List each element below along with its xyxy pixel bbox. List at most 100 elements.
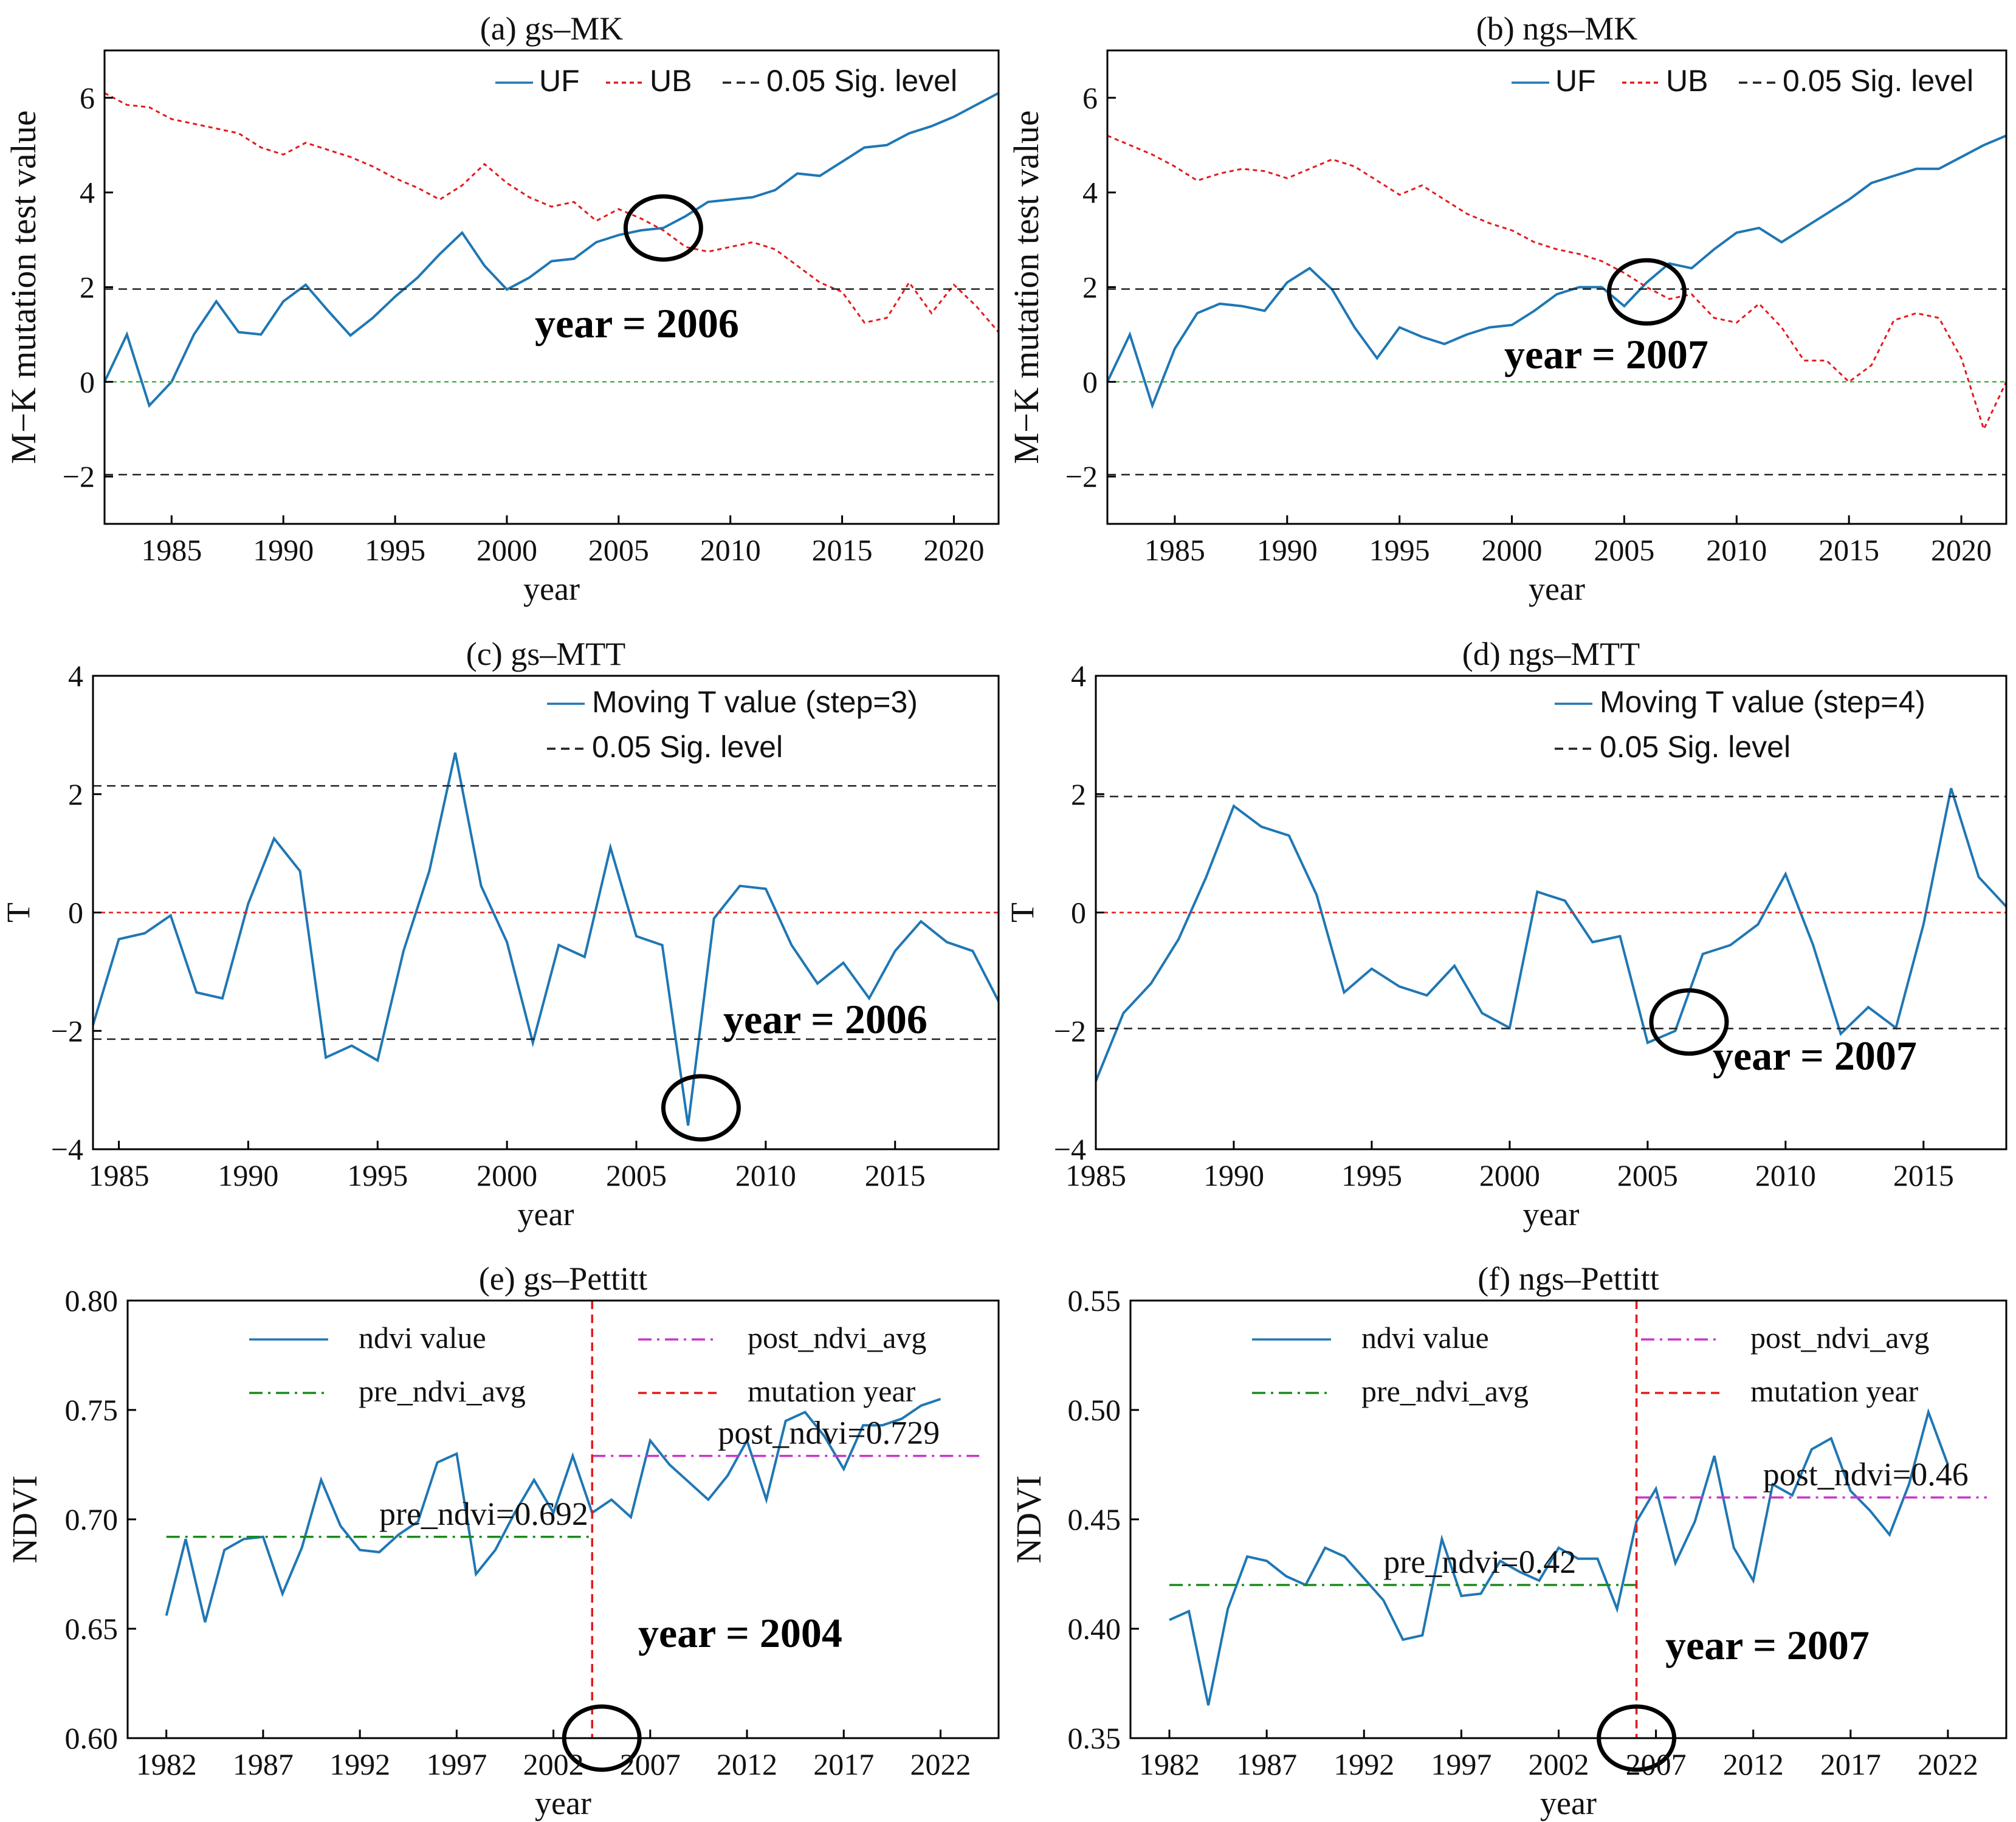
y-tick-label: 0.50	[1068, 1393, 1121, 1427]
y-tick-label: 0.55	[1068, 1284, 1121, 1318]
mutation-circle-marker	[1606, 258, 1687, 326]
y-tick-label: −2	[1054, 1014, 1086, 1048]
legend: ndvi value post_ndvi_avg pre_ndvi_avg mutat…	[249, 1321, 926, 1408]
x-tick-label: 2015	[1818, 533, 1879, 567]
x-tick-label: 1992	[1333, 1747, 1394, 1781]
x-tick-label: 2010	[735, 1158, 796, 1192]
legend: Moving T value (step=3) 0.05 Sig. level	[547, 685, 918, 764]
mutation-circle-marker	[1649, 988, 1729, 1056]
y-tick-label: 0	[68, 896, 83, 930]
x-tick-label: 2020	[1931, 533, 1992, 567]
y-tick-label: 0.65	[65, 1612, 119, 1646]
x-tick-label: 2012	[717, 1747, 777, 1781]
x-tick-label: 2000	[1482, 533, 1543, 567]
annotation: post_ndvi=0.729	[718, 1415, 940, 1451]
chart-title: (b) ngs–MK	[1476, 10, 1638, 47]
y-axis-label: T	[0, 902, 36, 923]
x-tick-label: 1997	[426, 1747, 487, 1781]
plot-area	[1169, 1301, 1987, 1738]
y-tick-label: 2	[80, 270, 95, 304]
chart-title: (e) gs–Pettitt	[479, 1260, 647, 1297]
x-tick-label: 1990	[1257, 533, 1318, 567]
x-tick-label: 2005	[588, 533, 649, 567]
legend: ndvi value post_ndvi_avg pre_ndvi_avg mutat…	[1252, 1321, 1929, 1408]
annotation: year = 2007	[1713, 1033, 1917, 1079]
legend-label: mutation year	[748, 1374, 916, 1408]
x-tick-label: 2000	[476, 1158, 537, 1192]
x-tick-label: 2022	[910, 1747, 971, 1781]
panel-f: (f) ngs–Pettitt 1982 1987 1992 1997 2002 2007 2…	[1009, 1260, 2007, 1821]
panel-e: (e) gs–Pettitt 1982 1987 1992 1997 2002 2007 20…	[5, 1260, 1000, 1821]
y-tick-label: 0	[1082, 365, 1098, 399]
x-tick-label: 2000	[1479, 1158, 1540, 1192]
y-tick-label: 0	[80, 365, 95, 399]
x-tick-label: 2012	[1723, 1747, 1784, 1781]
x-tick-label: 2002	[1528, 1747, 1589, 1781]
x-tick-label: 2010	[1706, 533, 1767, 567]
legend-label: mutation year	[1750, 1374, 1919, 1408]
legend-label: post_ndvi_avg	[748, 1321, 926, 1355]
x-tick-label: 2017	[813, 1747, 874, 1781]
plot-area	[93, 752, 999, 1126]
panel-d: (d) ngs–MTT 1985 1990 1995 2000 2005 2010 2015 y…	[1004, 636, 2007, 1232]
series-line-ndvi-value	[165, 1398, 941, 1623]
y-tick-label: 4	[1082, 176, 1098, 210]
legend: Moving T value (step=4) 0.05 Sig. level	[1555, 685, 1925, 764]
axes-frame	[1106, 49, 2007, 525]
x-axis-label: year	[1523, 1196, 1580, 1232]
x-tick-label: 2005	[1617, 1158, 1678, 1192]
chart-title: (d) ngs–MTT	[1462, 636, 1640, 672]
y-tick-label: 4	[80, 176, 95, 210]
annotation: year = 2004	[638, 1610, 842, 1656]
chart-title: (c) gs–MTT	[466, 636, 625, 672]
y-tick-label: −2	[63, 459, 95, 493]
x-tick-label: 1990	[218, 1158, 278, 1192]
series-line-uf	[105, 92, 999, 408]
legend-label: post_ndvi_avg	[1750, 1321, 1929, 1355]
x-tick-label: 2010	[1755, 1158, 1816, 1192]
legend-label: UB	[650, 64, 692, 98]
legend-label: 0.05 Sig. level	[592, 730, 783, 764]
x-tick-label: 2007	[620, 1747, 681, 1781]
legend: UF UB 0.05 Sig. level	[1512, 64, 1973, 98]
legend-label: UF	[1555, 64, 1596, 98]
y-tick-label: 2	[68, 777, 83, 811]
x-tick-label: 2017	[1820, 1747, 1881, 1781]
x-tick-label: 1982	[136, 1747, 197, 1781]
x-tick-label: 1987	[1236, 1747, 1297, 1781]
y-axis-label: M−K mutation test value	[1006, 110, 1046, 464]
x-tick-label: 2015	[1893, 1158, 1954, 1192]
series-line-ndvi-value	[1169, 1408, 1949, 1706]
y-tick-label: −4	[1054, 1132, 1086, 1166]
x-axis-label: year	[1529, 571, 1585, 607]
plot-area	[105, 92, 999, 476]
y-axis-label: T	[1004, 902, 1041, 923]
y-tick-label: −2	[1065, 459, 1098, 493]
x-tick-label: 1995	[1369, 533, 1430, 567]
annotation: year = 2006	[535, 300, 739, 346]
y-tick-label: 0.80	[65, 1284, 119, 1318]
series-line-moving-t-value-step-4-	[1096, 788, 2006, 1082]
x-axis-label: year	[518, 1196, 574, 1232]
x-tick-label: 1985	[89, 1158, 150, 1192]
y-tick-label: 2	[1082, 270, 1098, 304]
x-tick-label: 1985	[1065, 1158, 1126, 1192]
y-tick-label: 2	[1071, 777, 1086, 811]
x-tick-label: 1987	[233, 1747, 294, 1781]
x-axis-label: year	[535, 1785, 591, 1821]
y-tick-label: 6	[1082, 81, 1098, 115]
annotation: year = 2007	[1665, 1622, 1870, 1668]
x-tick-label: 2005	[1594, 533, 1654, 567]
annotation: pre_ndvi=0.42	[1383, 1544, 1576, 1580]
legend: UF UB 0.05 Sig. level	[495, 64, 957, 98]
plot-area	[1107, 134, 2006, 476]
legend-label: Moving T value (step=4)	[1600, 685, 1925, 719]
y-tick-label: 4	[1071, 659, 1086, 693]
panel-c: (c) gs–MTT 1985 1990 1995 2000 2005 2010 2015 ye…	[0, 636, 1000, 1232]
x-tick-label: 2005	[606, 1158, 667, 1192]
legend-label: pre_ndvi_avg	[1361, 1374, 1529, 1408]
x-tick-label: 2002	[523, 1747, 584, 1781]
x-tick-label: 1985	[1144, 533, 1205, 567]
x-axis-label: year	[1540, 1785, 1597, 1821]
